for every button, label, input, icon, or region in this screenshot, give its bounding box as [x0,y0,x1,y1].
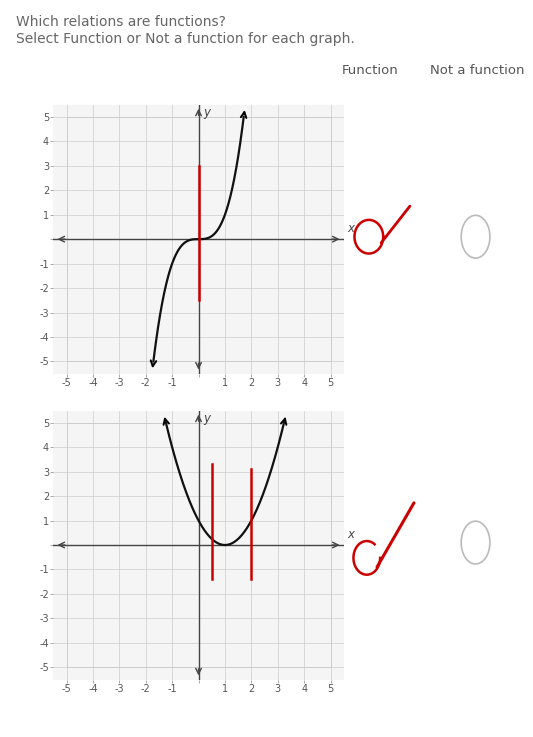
Text: Function: Function [342,64,399,77]
Text: y: y [203,412,211,425]
Text: Not a function: Not a function [430,64,524,77]
Text: Which relations are functions?: Which relations are functions? [16,15,226,29]
Text: Select Function or Not a function for each graph.: Select Function or Not a function for ea… [16,32,355,46]
Text: x: x [347,222,354,235]
Text: x: x [347,528,354,541]
Text: y: y [203,106,211,119]
